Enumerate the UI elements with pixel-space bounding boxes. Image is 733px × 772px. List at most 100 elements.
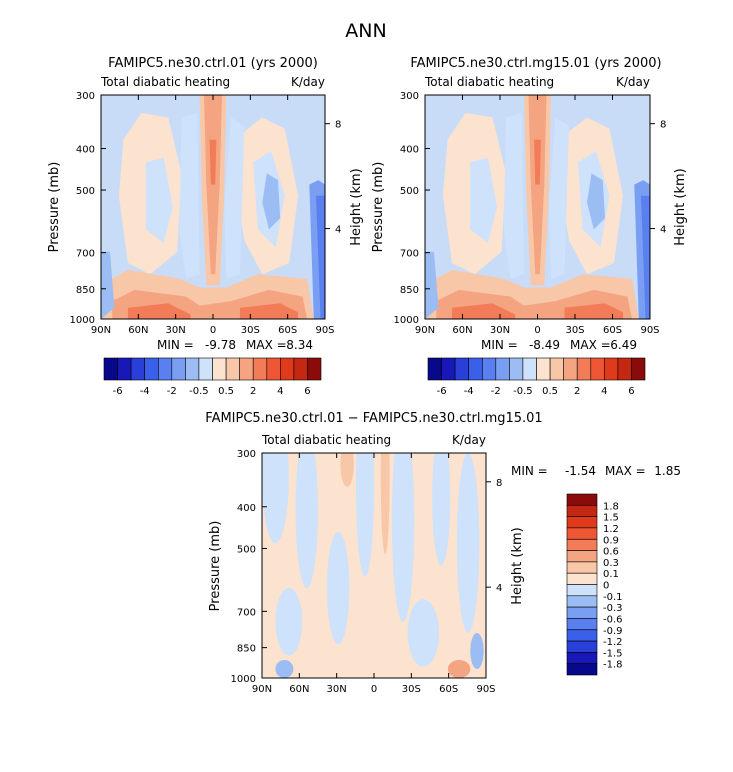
contour-region-antarctic-core (641, 195, 650, 319)
colorbar-label: -0.6 (603, 614, 623, 625)
panel-ctrl: FAMIPC5.ne30.ctrl.01 (yrs 2000) Total di… (47, 56, 364, 397)
colorbar-label: 1.5 (603, 513, 619, 524)
y-tick-label: 850 (400, 285, 419, 296)
panel-2-contours (425, 95, 650, 319)
panel-3-min-label: MIN = (511, 464, 548, 478)
colorbar-swatch (566, 606, 598, 619)
panel-3-ylabel: Pressure (mb) (208, 521, 223, 612)
y-tick-label: 300 (237, 449, 256, 460)
panel-2-ylabel-right: Height (km) (673, 168, 688, 245)
panel-3-axes: 90N 60N 30N 0 30S 60S 90S 300 400 500 700 850 1000 8 4 (231, 449, 503, 695)
height-tick-label: 4 (496, 583, 502, 594)
panel-2-ylabel: Pressure (mb) (371, 162, 386, 253)
colorbar-label: -0.5 (189, 386, 209, 397)
colorbar-label: 0.1 (603, 569, 619, 580)
figure-title: ANN (345, 20, 386, 42)
colorbar-swatch (566, 550, 598, 563)
colorbar-label: 0.5 (218, 386, 234, 397)
panel-3-max-label: MAX = (605, 464, 646, 478)
colorbar-swatch (225, 357, 241, 381)
contour-region-sh-subtropics (224, 117, 245, 279)
contour-region-arctic (101, 251, 115, 319)
x-tick-label: 90S (315, 325, 334, 336)
colorbar-label: -1.5 (603, 648, 623, 659)
contour-region-nh-subtropics (503, 112, 524, 279)
contour-patch (327, 531, 350, 645)
colorbar-label: 0.5 (542, 386, 558, 397)
colorbar-label: -6 (437, 386, 447, 397)
colorbar-label: 1.8 (603, 501, 619, 512)
colorbar-swatch (566, 652, 598, 665)
colorbar-swatch (566, 618, 598, 631)
y-tick-label: 1000 (70, 315, 95, 326)
panel-1-variable: Total diabatic heating (100, 75, 230, 89)
panel-2-min-label: MIN = (481, 338, 518, 352)
colorbar-swatch (117, 357, 132, 381)
contour-patch (295, 453, 318, 589)
colorbar-swatch (563, 357, 578, 381)
x-tick-label: 30S (402, 684, 421, 695)
colorbar-swatch (566, 640, 598, 653)
colorbar-swatch (566, 516, 598, 529)
y-tick-label: 500 (237, 544, 256, 555)
colorbar-swatch (576, 357, 592, 381)
panel-2-title: FAMIPC5.ne30.ctrl.mg15.01 (yrs 2000) (410, 56, 661, 71)
colorbar-label: -0.1 (603, 592, 623, 603)
x-tick-label: 30S (565, 325, 584, 336)
colorbar-swatch (266, 357, 281, 381)
colorbar-label: 6 (628, 386, 634, 397)
colorbar-swatch (130, 357, 146, 381)
contour-region-itcz-max (209, 139, 217, 185)
y-tick-label: 300 (400, 91, 419, 102)
colorbar-swatch (566, 493, 598, 506)
panel-3-colorbar: 1.81.51.20.90.60.30.10-0.1-0.3-0.6-0.9-1… (566, 493, 623, 676)
panel-1-axes: 90N 60N 30N 0 30S 60S 90S 300 400 500 700 850 1000 8 4 (70, 91, 342, 336)
colorbar-swatch (212, 357, 227, 381)
x-tick-label: 60S (278, 325, 297, 336)
panel-2-max-label: MAX = (570, 338, 611, 352)
contour-region-nh-cool (470, 157, 497, 243)
panel-3-title: FAMIPC5.ne30.ctrl.01 − FAMIPC5.ne30.ctrl… (205, 411, 542, 426)
colorbar-swatch (617, 357, 632, 381)
panel-1-min-value: -9.78 (205, 338, 236, 352)
colorbar-swatch (441, 357, 456, 381)
contour-patch (262, 453, 289, 543)
panel-1-ylabel: Pressure (mb) (47, 162, 62, 253)
contour-region-pbl-sh-max (239, 303, 299, 319)
colorbar-swatch (198, 357, 213, 381)
y-tick-label: 850 (76, 285, 95, 296)
panel-3-max-value: 1.85 (654, 464, 681, 478)
colorbar-swatch (509, 357, 524, 381)
contour-region-nh-subtropics (179, 112, 200, 279)
panel-2-axes: 90N 60N 30N 0 30S 60S 90S 300 400 500 700 850 1000 8 4 (394, 91, 667, 336)
contour-patch (407, 599, 439, 667)
colorbar-label: -6 (113, 386, 123, 397)
panel-2-min-value: -8.49 (529, 338, 560, 352)
height-tick-label: 8 (496, 478, 502, 489)
contour-patch (470, 633, 484, 669)
colorbar-label: 6 (304, 386, 310, 397)
colorbar-swatch (427, 357, 442, 381)
colorbar-swatch (239, 357, 254, 381)
contour-patch (356, 453, 374, 577)
x-tick-label: 60N (128, 325, 148, 336)
panel-2-variable: Total diabatic heating (424, 75, 554, 89)
contour-patch (432, 453, 451, 566)
y-tick-label: 700 (76, 249, 95, 260)
x-tick-label: 90S (640, 325, 659, 336)
x-tick-label: 90N (91, 325, 111, 336)
colorbar-label: -0.9 (603, 626, 623, 637)
x-tick-label: 0 (534, 325, 540, 336)
colorbar-swatch (566, 663, 598, 676)
panel-1-title: FAMIPC5.ne30.ctrl.01 (yrs 2000) (108, 56, 318, 71)
panel-1-units: K/day (291, 75, 325, 89)
colorbar-label: -1.2 (603, 637, 623, 648)
colorbar-label: 1.2 (603, 524, 619, 535)
height-tick-label: 4 (660, 225, 666, 236)
colorbar-swatch (279, 357, 295, 381)
y-tick-label: 400 (237, 503, 256, 514)
contour-region-arctic (425, 251, 439, 319)
panel-difference: FAMIPC5.ne30.ctrl.01 − FAMIPC5.ne30.ctrl… (205, 411, 681, 695)
panel-2-colorbar: -6 -4 -2 -0.5 0.5 2 4 6 (427, 357, 646, 397)
